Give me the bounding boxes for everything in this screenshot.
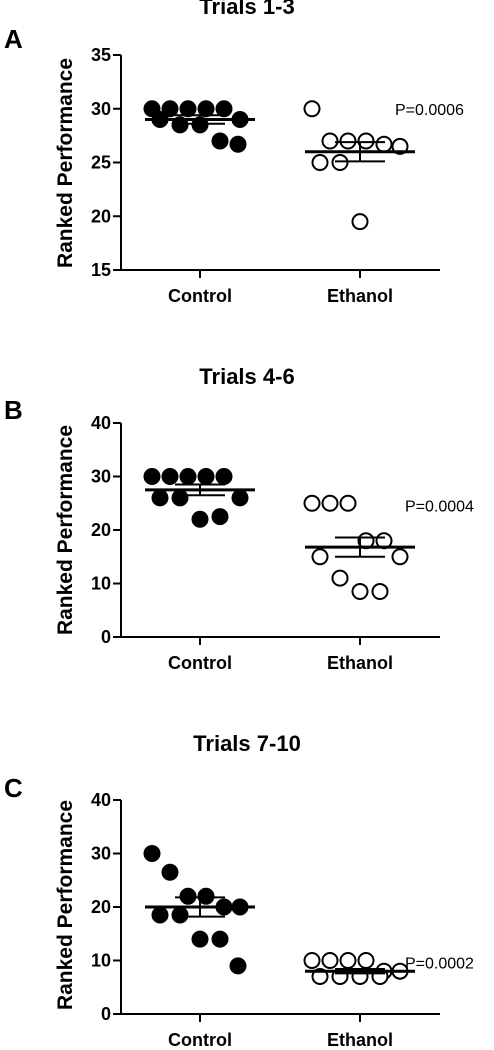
- panel-c-title: Trials 7-10: [193, 731, 301, 756]
- panel-c-ytick-label: 0: [101, 1004, 111, 1024]
- panel-a-ytick-label: 30: [91, 99, 111, 119]
- panel-c-ytick-label: 20: [91, 897, 111, 917]
- panel-a-point-control: [171, 116, 189, 134]
- panel-b-point-ethanol: [339, 494, 357, 512]
- panel-a-label: A: [4, 24, 23, 54]
- panel-b-ytick-label: 30: [91, 467, 111, 487]
- panel-a-point-ethanol: [331, 154, 349, 171]
- panel-a-ytick-label: 25: [91, 153, 111, 173]
- panel-b-point-ethanol: [391, 548, 409, 566]
- panel-b-point-control: [143, 468, 161, 485]
- panel-c-ylabel: Ranked Performance: [54, 800, 77, 1010]
- panel-c-point-control: [229, 957, 247, 975]
- panel-b-point-ethanol: [351, 583, 369, 601]
- panel-b-point-control: [215, 468, 233, 485]
- panel-a-ytick-label: 15: [91, 260, 111, 280]
- panel-a-point-ethanol: [357, 132, 375, 150]
- panel-c-label: C: [4, 773, 23, 803]
- panel-c-point-control: [151, 906, 169, 924]
- panel-c-ytick-label: 40: [91, 790, 111, 810]
- panel-a-ytick-label: 20: [91, 206, 111, 226]
- panel-a-point-control: [229, 135, 247, 153]
- panel-a-point-ethanol: [303, 100, 321, 118]
- panel-a-point-control: [197, 100, 215, 118]
- panel-a-ytick-label: 35: [91, 45, 111, 65]
- panel-b-point-control: [179, 468, 197, 485]
- panel-c-point-control: [143, 845, 161, 862]
- panel-b-title: Trials 4-6: [199, 364, 294, 389]
- panel-a-point-ethanol: [321, 132, 339, 150]
- panel-b-xtick-label: Control: [168, 653, 232, 673]
- panel-c-p-value: P=0.0002: [405, 956, 474, 973]
- panel-a-ylabel: Ranked Performance: [54, 58, 77, 268]
- panel-b-point-ethanol: [311, 548, 329, 566]
- panel-c-point-control: [211, 930, 229, 948]
- panel-c-point-control: [191, 930, 209, 948]
- panel-b-ytick-label: 20: [91, 520, 111, 540]
- panel-c-xtick-label: Control: [168, 1030, 232, 1050]
- panel-a-point-control: [215, 100, 233, 118]
- panel-b-xtick-label: Ethanol: [327, 653, 393, 673]
- panel-c-point-ethanol: [357, 952, 375, 969]
- panel-a-p-value: P=0.0006: [395, 102, 464, 119]
- panel-a-point-ethanol: [391, 137, 409, 155]
- panel-c-xtick-label: Ethanol: [327, 1030, 393, 1050]
- panel-b-ytick-label: 10: [91, 574, 111, 594]
- panel-a-point-ethanol: [311, 154, 329, 171]
- panel-c-point-control: [197, 887, 215, 905]
- panel-c-point-control: [161, 863, 179, 881]
- panel-c-point-ethanol: [321, 952, 339, 969]
- panel-b-point-ethanol: [303, 494, 321, 512]
- panel-c-point-ethanol: [339, 952, 357, 969]
- panel-a-title: Trials 1-3: [199, 0, 294, 19]
- panel-b-point-ethanol: [321, 494, 339, 512]
- panel-b-p-value: P=0.0004: [405, 498, 474, 515]
- panel-a-point-ethanol: [351, 213, 369, 231]
- panel-c-ytick-label: 10: [91, 951, 111, 971]
- panel-b-point-control: [151, 489, 169, 507]
- panel-c-point-ethanol: [311, 968, 329, 986]
- panel-a-point-control: [161, 100, 179, 118]
- panel-a-point-control: [211, 132, 229, 150]
- panel-c-ytick-label: 30: [91, 844, 111, 864]
- panel-c-point-ethanol: [303, 952, 321, 969]
- panel-b-point-ethanol: [371, 583, 389, 601]
- panel-b-point-control: [231, 489, 249, 507]
- panel-a-xtick-label: Ethanol: [327, 286, 393, 306]
- panel-b-point-control: [191, 510, 209, 528]
- panel-b-point-control: [171, 489, 189, 507]
- panel-c-point-control: [179, 887, 197, 905]
- panel-b-point-control: [161, 468, 179, 485]
- panel-c-point-control: [171, 906, 189, 924]
- panel-b-ytick-label: 0: [101, 627, 111, 647]
- panel-b-label: B: [4, 395, 23, 425]
- panel-b-point-ethanol: [331, 569, 349, 587]
- panel-a-point-ethanol: [339, 132, 357, 150]
- panel-a-xtick-label: Control: [168, 286, 232, 306]
- panel-a-point-control: [179, 100, 197, 118]
- panel-a-point-ethanol: [375, 135, 393, 153]
- panel-b-point-control: [211, 508, 229, 526]
- panel-b-ytick-label: 40: [91, 413, 111, 433]
- panel-b-point-control: [197, 468, 215, 485]
- panel-b-ylabel: Ranked Performance: [54, 425, 77, 635]
